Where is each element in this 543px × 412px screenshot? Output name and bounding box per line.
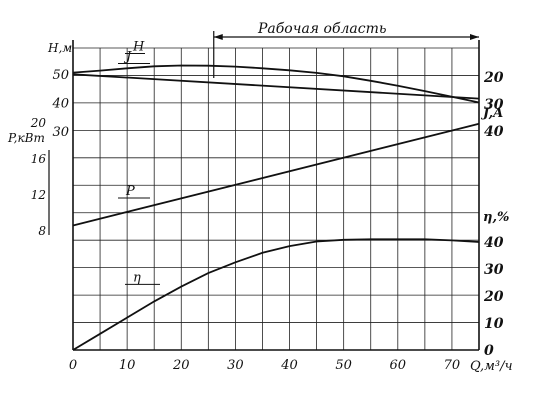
- axis-label-I: J,A: [480, 106, 503, 121]
- series-label-H: H: [132, 40, 145, 55]
- series-line-H: [72, 64, 480, 104]
- chart-axes: [48, 31, 480, 351]
- working-region-label: Рабочая область: [257, 21, 387, 37]
- i-tick-label: 40: [484, 124, 504, 140]
- axis-label-H: H,м: [47, 41, 72, 55]
- h-tick-label: 30: [52, 125, 69, 140]
- series-curves: [72, 64, 480, 351]
- eta-tick-label: 10: [484, 316, 504, 332]
- x-tick-label: 60: [390, 358, 407, 373]
- series-labels: HJ Pη: [118, 40, 160, 285]
- axis-label-P: P,кВт: [7, 131, 45, 145]
- series-line-P: [72, 122, 480, 227]
- series-label-I: J: [123, 50, 132, 65]
- h-tick-label: 50: [52, 68, 69, 83]
- x-axis-label: Q,м³/ч: [470, 359, 513, 374]
- tick-labels: 0 10 20 30 40 50 60 70 30 40 50 8 12 16 20 20 30 40 0 10 20 3…: [30, 68, 504, 373]
- series-label-eta: η: [133, 270, 141, 285]
- series-label-P: P: [125, 184, 135, 199]
- working-region-arrow-right: [470, 34, 479, 40]
- series-line-I: [72, 73, 480, 100]
- p-tick-label: 20: [30, 116, 47, 130]
- x-tick-label: 40: [280, 358, 298, 373]
- x-tick-label: 50: [335, 358, 352, 373]
- h-tick-label: 40: [51, 97, 69, 112]
- chart-grid: [72, 47, 480, 351]
- x-tick-label: 30: [227, 358, 244, 373]
- i-tick-label: 20: [483, 70, 504, 86]
- eta-tick-label: 30: [484, 262, 504, 278]
- p-tick-label: 12: [31, 188, 46, 202]
- x-tick-label: 70: [444, 358, 461, 373]
- x-tick-label: 0: [69, 358, 77, 373]
- i-tick-label: 30: [484, 97, 504, 113]
- working-region-arrow-left: [213, 34, 223, 40]
- eta-tick-label: 20: [483, 289, 504, 305]
- axis-label-eta: η,%: [483, 210, 509, 225]
- x-tick-label: 10: [119, 358, 136, 373]
- p-tick-label: 8: [38, 224, 46, 238]
- eta-tick-label: 0: [484, 343, 494, 359]
- x-tick-label: 20: [172, 358, 190, 373]
- eta-tick-label: 40: [484, 235, 504, 251]
- series-line-eta: [72, 238, 480, 351]
- p-tick-label: 16: [31, 152, 47, 166]
